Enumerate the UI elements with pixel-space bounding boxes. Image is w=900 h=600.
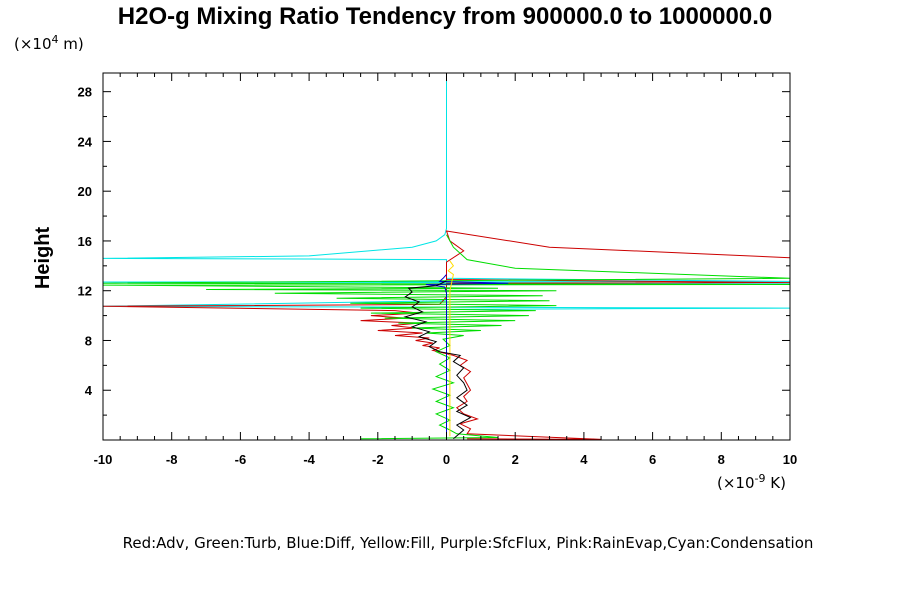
series-line-fill [447, 260, 455, 437]
x-tick-label: 4 [580, 452, 588, 467]
y-tick-label: 8 [85, 333, 92, 348]
x-tick-label: -4 [303, 452, 315, 467]
y-tick-label: 20 [78, 184, 92, 199]
x-tick-label: 2 [512, 452, 519, 467]
y-axis-label: Height [32, 227, 54, 290]
x-tick-label: -2 [372, 452, 384, 467]
y-tick-label: 16 [78, 234, 92, 249]
x-tick-label: -10 [94, 452, 113, 467]
x-tick-label: 0 [443, 452, 450, 467]
chart-title: H2O-g Mixing Ratio Tendency from 900000.… [118, 3, 772, 30]
series-line-adv [103, 230, 790, 440]
y-unit-label: (×104 m) [14, 33, 84, 53]
y-tick-label: 28 [78, 85, 92, 100]
series-line-diff [425, 274, 509, 440]
y-tick-label: 12 [78, 284, 92, 299]
x-tick-label: 10 [783, 452, 797, 467]
x-unit-label: (×10-9 K) [717, 472, 786, 492]
x-tick-label: -6 [235, 452, 247, 467]
x-tick-label: 8 [718, 452, 725, 467]
x-tick-label: 6 [649, 452, 656, 467]
y-tick-label: 24 [78, 134, 93, 149]
y-tick-label: 4 [85, 383, 93, 398]
x-tick-label: -8 [166, 452, 178, 467]
legend-text: Red:Adv, Green:Turb, Blue:Diff, Yellow:F… [123, 534, 814, 552]
series-line-total [403, 280, 472, 440]
